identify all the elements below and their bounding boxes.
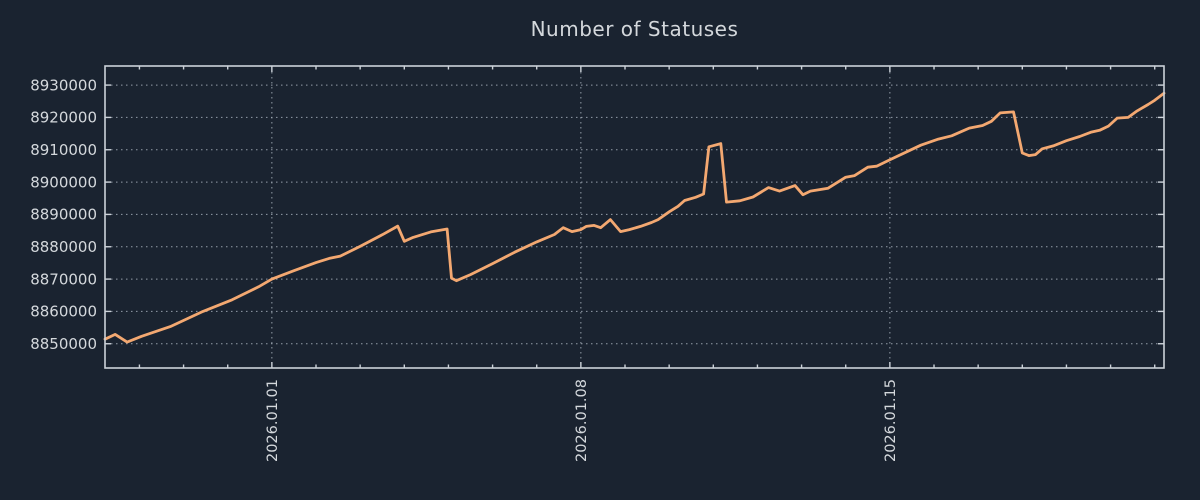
y-tick-label: 8890000 — [30, 206, 97, 224]
plot-border — [104, 65, 1165, 369]
axis-labels: 8850000 8860000 8870000 8880000 8890000 89000… — [30, 76, 899, 462]
chart-title: Number of Statuses — [530, 17, 739, 41]
series-lines — [103, 91, 1166, 344]
x-tick-label: 2026.01.08 — [574, 379, 590, 462]
y-tick-label: 8880000 — [30, 238, 97, 256]
x-tick-label: 2026.01.01 — [265, 379, 281, 462]
x-tick-label: 2026.01.15 — [883, 379, 899, 462]
y-tick-label: 8930000 — [30, 76, 97, 94]
y-tick-label: 8900000 — [30, 173, 97, 191]
y-tick-label: 8850000 — [30, 335, 97, 353]
series-line-statuses — [103, 91, 1166, 344]
y-tick-label: 8920000 — [30, 109, 97, 127]
gridlines — [106, 67, 1163, 367]
y-tick-label: 8860000 — [30, 303, 97, 321]
y-tick-label: 8870000 — [30, 270, 97, 288]
y-tick-label: 8910000 — [30, 141, 97, 159]
